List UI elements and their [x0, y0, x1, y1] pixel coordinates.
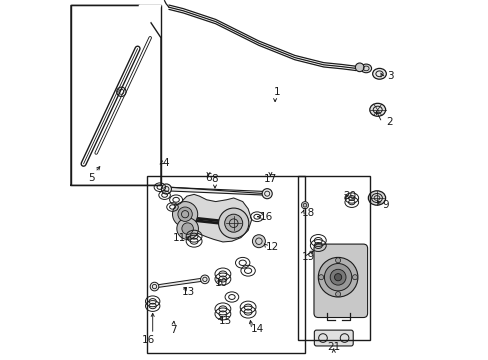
Circle shape: [318, 275, 323, 280]
Text: 7: 7: [170, 325, 177, 335]
Text: 16: 16: [142, 335, 155, 345]
Text: 4: 4: [162, 158, 169, 168]
Text: 1: 1: [273, 87, 280, 97]
Text: 3: 3: [386, 71, 392, 81]
Circle shape: [218, 208, 248, 238]
Text: 20: 20: [342, 191, 355, 201]
Circle shape: [161, 184, 171, 194]
Text: 17: 17: [263, 174, 277, 184]
Circle shape: [178, 207, 192, 221]
Circle shape: [301, 202, 308, 209]
Text: 8: 8: [211, 174, 218, 184]
Polygon shape: [165, 187, 268, 196]
Ellipse shape: [369, 103, 385, 116]
Polygon shape: [153, 278, 205, 288]
Circle shape: [200, 275, 209, 284]
Circle shape: [262, 189, 272, 199]
Circle shape: [352, 275, 357, 280]
Circle shape: [182, 223, 193, 234]
Circle shape: [177, 218, 198, 239]
Text: 15: 15: [218, 316, 231, 326]
Text: 12: 12: [265, 242, 279, 252]
Text: 21: 21: [326, 342, 340, 352]
Text: 14: 14: [250, 324, 264, 334]
Bar: [71, 5, 161, 185]
Polygon shape: [139, 5, 161, 38]
Circle shape: [324, 264, 351, 291]
Text: 6: 6: [205, 173, 211, 183]
Ellipse shape: [367, 191, 385, 205]
Circle shape: [252, 235, 265, 248]
Circle shape: [318, 257, 357, 297]
Circle shape: [150, 282, 159, 291]
Text: 5: 5: [88, 173, 95, 183]
Bar: [146, 176, 305, 353]
Circle shape: [335, 258, 340, 263]
Ellipse shape: [372, 68, 386, 79]
Circle shape: [172, 202, 197, 227]
Text: 19: 19: [302, 252, 315, 262]
Text: 9: 9: [381, 200, 388, 210]
Circle shape: [334, 274, 341, 281]
FancyBboxPatch shape: [314, 330, 352, 346]
Text: 2: 2: [386, 117, 392, 127]
Polygon shape: [175, 194, 251, 242]
Bar: [297, 176, 369, 340]
Circle shape: [329, 269, 346, 285]
Text: 11: 11: [173, 233, 186, 243]
FancyBboxPatch shape: [313, 244, 367, 318]
Text: 10: 10: [215, 278, 227, 288]
Circle shape: [335, 292, 340, 297]
Text: 18: 18: [302, 208, 315, 218]
Text: 16: 16: [260, 212, 273, 222]
Text: 13: 13: [182, 287, 195, 297]
Circle shape: [355, 63, 363, 72]
Ellipse shape: [360, 64, 371, 73]
Circle shape: [224, 214, 242, 232]
